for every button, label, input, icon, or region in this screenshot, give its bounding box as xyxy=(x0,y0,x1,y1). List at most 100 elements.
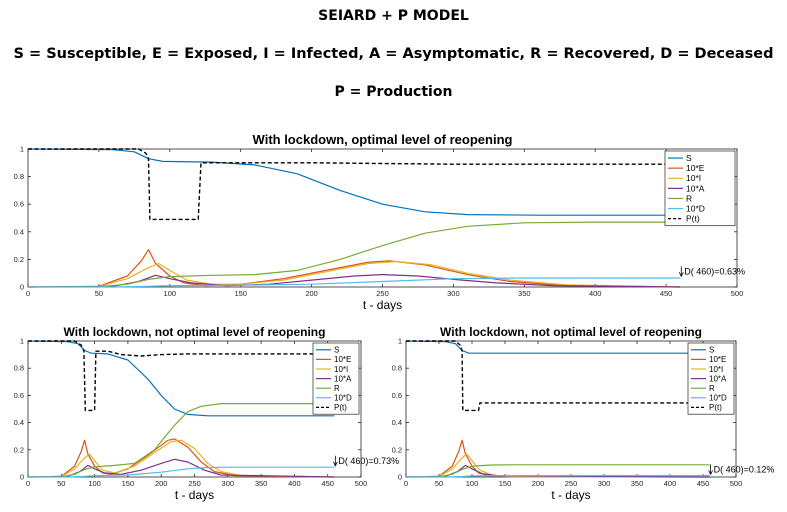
chart-title: With lockdown, optimal level of reopenin… xyxy=(253,132,513,147)
legend-entry: 10*D xyxy=(686,204,705,214)
legend-entry: R xyxy=(709,384,715,393)
x-tick-label: 500 xyxy=(730,479,743,488)
y-tick-label: 1 xyxy=(20,145,24,154)
production-line: P = Production xyxy=(334,84,453,100)
series-line-p xyxy=(406,340,710,412)
x-tick-label: 150 xyxy=(122,479,135,488)
legend-entry: 10*E xyxy=(334,355,351,364)
x-tick-label: 400 xyxy=(288,479,301,488)
y-tick-label: 0.8 xyxy=(14,364,24,373)
x-axis-label: t - days xyxy=(363,298,402,312)
y-tick-label: 0.8 xyxy=(14,172,24,181)
chart-1: With lockdown, optimal level of reopenin… xyxy=(14,132,746,312)
series-line-d xyxy=(406,475,710,478)
series-line-p xyxy=(28,340,335,412)
x-tick-label: 100 xyxy=(164,289,177,298)
x-tick-label: 350 xyxy=(518,289,531,298)
annotation-arrowhead xyxy=(708,470,713,476)
x-tick-label: 200 xyxy=(155,479,168,488)
x-tick-label: 400 xyxy=(589,289,602,298)
annotation-arrowhead xyxy=(678,272,684,278)
x-tick-label: 0 xyxy=(26,479,30,488)
x-tick-label: 0 xyxy=(26,289,30,298)
annotation-label: D( 460)=0.73% xyxy=(338,456,399,466)
x-tick-label: 250 xyxy=(376,289,389,298)
x-tick-label: 500 xyxy=(355,479,368,488)
series-line-d xyxy=(28,466,335,478)
y-tick-label: 0.2 xyxy=(14,445,24,454)
plot-area-box xyxy=(27,148,738,288)
series-line-p xyxy=(28,148,681,221)
y-tick-label: 0.2 xyxy=(392,445,402,454)
legend-entry: R xyxy=(334,384,340,393)
x-tick-label: 50 xyxy=(435,479,443,488)
y-tick-label: 0.4 xyxy=(14,227,24,236)
series-line-r xyxy=(27,221,681,288)
legend-entry: S xyxy=(709,346,714,355)
x-axis-label: t - days xyxy=(551,488,590,502)
legend-entry: 10*E xyxy=(686,163,705,173)
y-tick-label: 1 xyxy=(398,337,402,346)
legend-entry: P(t) xyxy=(709,403,722,412)
y-tick-label: 0 xyxy=(20,473,24,482)
x-tick-label: 350 xyxy=(255,479,268,488)
legend-entry: 10*I xyxy=(709,365,723,374)
y-tick-label: 0.6 xyxy=(392,391,402,400)
x-tick-label: 50 xyxy=(57,479,65,488)
series-line-r xyxy=(405,464,710,478)
legend-entry: S xyxy=(334,346,339,355)
legend-entry: 10*A xyxy=(334,374,352,383)
series-line-i xyxy=(27,439,335,478)
y-tick-label: 0 xyxy=(398,473,402,482)
variable-legend-line: S = Susceptible, E = Exposed, I = Infect… xyxy=(13,46,774,62)
x-tick-label: 0 xyxy=(404,479,408,488)
series-line-e xyxy=(405,439,710,478)
y-tick-label: 0.4 xyxy=(14,418,24,427)
y-tick-label: 0.2 xyxy=(14,255,24,264)
series-line-i xyxy=(27,260,681,288)
series-line-s xyxy=(405,340,710,354)
x-tick-label: 300 xyxy=(447,289,460,298)
x-tick-label: 450 xyxy=(697,479,710,488)
annotation-label: D( 460)=0.63% xyxy=(684,266,745,276)
page-title: SEIARD + P MODEL xyxy=(318,8,469,24)
y-tick-label: 1 xyxy=(20,337,24,346)
x-tick-label: 300 xyxy=(222,479,235,488)
chart-title: With lockdown, not optimal level of reop… xyxy=(440,325,702,339)
legend-entry: 10*E xyxy=(709,355,726,364)
y-tick-label: 0.8 xyxy=(392,364,402,373)
x-tick-label: 300 xyxy=(598,479,611,488)
x-tick-label: 450 xyxy=(321,479,334,488)
annotation-label: D( 460)=0.12% xyxy=(714,464,775,474)
legend-entry: 10*A xyxy=(686,183,705,193)
y-tick-label: 0.4 xyxy=(392,418,402,427)
x-tick-label: 450 xyxy=(660,289,673,298)
x-tick-label: 200 xyxy=(305,289,318,298)
x-tick-label: 350 xyxy=(631,479,644,488)
x-tick-label: 150 xyxy=(499,479,512,488)
x-tick-label: 150 xyxy=(234,289,247,298)
series-line-s xyxy=(27,148,681,216)
chart-3: With lockdown, not optimal level of reop… xyxy=(392,325,775,502)
x-axis-label: t - days xyxy=(175,488,214,502)
x-tick-label: 250 xyxy=(188,479,201,488)
x-tick-label: 100 xyxy=(466,479,479,488)
legend-entry: P(t) xyxy=(686,214,700,224)
x-tick-label: 400 xyxy=(664,479,677,488)
x-tick-label: 500 xyxy=(731,289,744,298)
legend-entry: 10*D xyxy=(709,394,727,403)
series-line-a xyxy=(27,274,681,288)
x-tick-label: 200 xyxy=(532,479,545,488)
legend-entry: 10*I xyxy=(334,365,348,374)
legend-entry: S xyxy=(686,153,692,163)
y-tick-label: 0.6 xyxy=(14,391,24,400)
legend-entry: 10*D xyxy=(334,394,352,403)
plot-area-box xyxy=(405,340,737,478)
legend-entry: P(t) xyxy=(334,403,347,412)
chart-2: With lockdown, not optimal level of reop… xyxy=(14,325,400,502)
series-line-s xyxy=(27,340,335,417)
x-tick-label: 100 xyxy=(88,479,101,488)
y-tick-label: 0.6 xyxy=(14,200,24,209)
chart-title: With lockdown, not optimal level of reop… xyxy=(64,325,326,339)
